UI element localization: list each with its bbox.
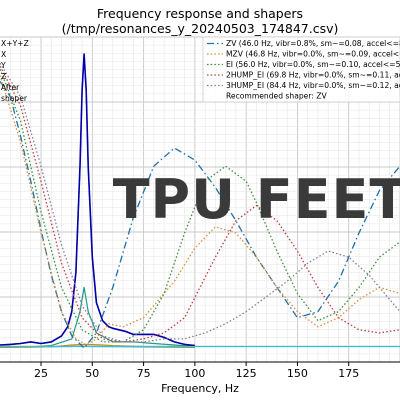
right-legend-entry: MZV (46.8 Hz, vibr=0.0%, sm~=0.09, accel… bbox=[226, 50, 400, 59]
right-legend: ZV (46.0 Hz, vibr=0.8%, sm~=0.08, accel<… bbox=[202, 36, 400, 103]
chart-title: Frequency response and shapers bbox=[97, 6, 303, 21]
left-legend-entry: Y bbox=[0, 61, 6, 70]
overlay-caption: TPU FEET bbox=[113, 168, 400, 231]
left-legend-entry: shaper bbox=[1, 94, 28, 103]
right-legend-entry: EI (56.0 Hz, vibr=0.0%, sm~=0.10, accel<… bbox=[226, 60, 400, 69]
series-line-7 bbox=[0, 75, 400, 346]
right-legend-note: Recommended shaper: ZV bbox=[226, 92, 328, 101]
series-line-4 bbox=[0, 53, 195, 347]
x-tick-label: 50 bbox=[85, 367, 99, 380]
left-legend-entry: After bbox=[1, 83, 20, 92]
right-legend-box bbox=[202, 36, 400, 103]
series-line-6 bbox=[0, 81, 400, 349]
right-legend-entry: 2HUMP_EI (69.8 Hz, vibr=0.0%, sm~=0.11, … bbox=[226, 71, 400, 80]
right-legend-entry: ZV (46.0 Hz, vibr=0.8%, sm~=0.08, accel<… bbox=[226, 39, 400, 48]
series-line-2 bbox=[0, 286, 195, 348]
left-legend-entry: X+Y+Z bbox=[1, 39, 29, 48]
series-line-8 bbox=[0, 68, 400, 343]
left-legend-entry: X bbox=[1, 50, 6, 59]
x-tick-label: 125 bbox=[236, 367, 257, 380]
x-axis-label: Frequency, Hz bbox=[161, 382, 239, 395]
left-legend-entry: Z bbox=[1, 72, 6, 81]
grid bbox=[0, 36, 400, 363]
x-tick-label: 25 bbox=[34, 367, 48, 380]
x-tick-label: 75 bbox=[137, 367, 151, 380]
series-layer bbox=[0, 53, 400, 349]
chart-subtitle: (/tmp/resonances_y_20240503_174847.csv) bbox=[62, 21, 339, 36]
right-legend-entry: 3HUMP_EI (84.4 Hz, vibr=0.0%, sm~=0.12, … bbox=[226, 81, 400, 90]
x-tick-label: 175 bbox=[338, 367, 359, 380]
left-legend: X+Y+Z XYZ After shaper bbox=[0, 39, 29, 103]
x-axis: 25 50 75 100 125 150 175 bbox=[0, 361, 400, 380]
x-tick-label: 100 bbox=[184, 367, 205, 380]
x-tick-label: 150 bbox=[287, 367, 308, 380]
